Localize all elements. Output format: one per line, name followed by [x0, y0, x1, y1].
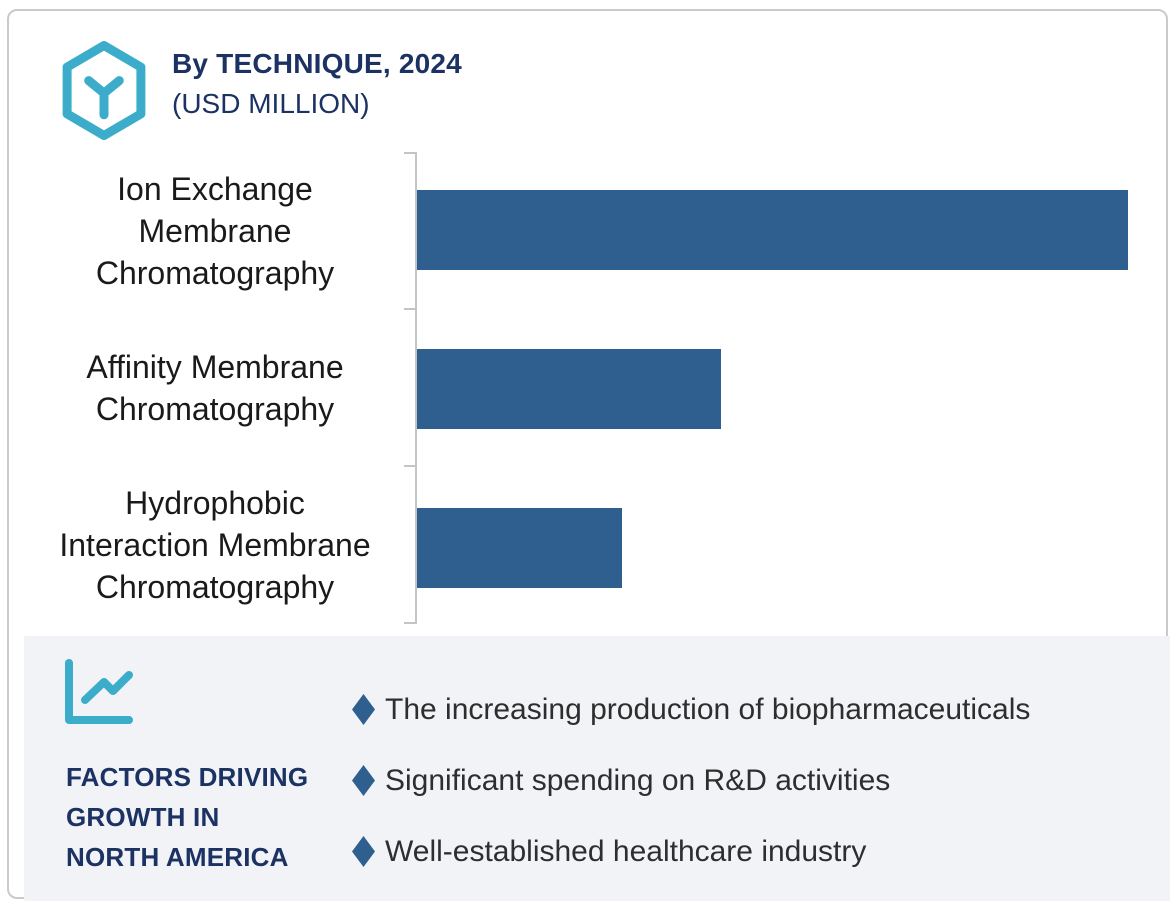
axis-tick	[404, 308, 416, 310]
category-label-line: Affinity Membrane	[86, 348, 344, 385]
category-axis-labels: Ion Exchange Membrane Chromatography Aff…	[29, 152, 401, 624]
category-axis-line	[415, 152, 417, 624]
factors-panel: FACTORS DRIVING GROWTH IN NORTH AMERICA …	[24, 636, 1170, 901]
axis-tick	[404, 465, 416, 467]
factor-item: Well-established healthcare industry	[352, 829, 1030, 874]
factor-list: The increasing production of biopharmace…	[352, 687, 1030, 874]
factor-text: Well-established healthcare industry	[385, 834, 867, 868]
category-label: Ion Exchange Membrane Chromatography	[29, 152, 401, 309]
bar-ion-exchange	[417, 190, 1128, 270]
factor-text: Significant spending on R&D activities	[385, 763, 891, 797]
category-label-line: Chromatography	[95, 569, 335, 605]
factor-item: Significant spending on R&D activities	[352, 758, 1030, 803]
factors-heading-line: GROWTH IN	[66, 802, 220, 832]
factor-text: The increasing production of biopharmace…	[385, 692, 1031, 726]
category-label-line: Membrane	[138, 212, 292, 249]
chart-header: By TECHNIQUE, 2024 (USD MILLION)	[172, 47, 462, 121]
bar-affinity	[417, 349, 722, 429]
chart-card: By TECHNIQUE, 2024 (USD MILLION) Ion Exc…	[7, 9, 1170, 901]
factor-item: The increasing production of biopharmace…	[352, 687, 1030, 732]
factors-heading-line: NORTH AMERICA	[66, 842, 289, 872]
chart-title: By TECHNIQUE, 2024	[172, 48, 462, 79]
hexagon-cube-icon	[62, 41, 146, 140]
diamond-bullet-icon	[352, 836, 375, 867]
diamond-bullet-icon	[352, 694, 375, 725]
category-label-line: Hydrophobic	[125, 485, 305, 521]
factors-heading-line: FACTORS DRIVING	[66, 762, 309, 792]
category-label-line: Chromatography	[95, 390, 335, 427]
category-label: Hydrophobic Interaction Membrane Chromat…	[29, 466, 401, 624]
chart-subtitle: (USD MILLION)	[172, 88, 370, 119]
line-chart-icon	[65, 659, 133, 724]
category-label: Affinity Membrane Chromatography	[29, 309, 401, 466]
category-label-line: Interaction Membrane	[59, 527, 371, 563]
category-label-line: Ion Exchange	[117, 170, 313, 207]
bar-hydrophobic	[417, 508, 622, 588]
axis-tick	[404, 622, 416, 624]
factors-heading: FACTORS DRIVING GROWTH IN NORTH AMERICA	[66, 757, 356, 877]
category-label-line: Chromatography	[95, 254, 335, 291]
axis-tick	[404, 152, 416, 154]
bar-plot-area	[417, 152, 1128, 624]
diamond-bullet-icon	[352, 765, 375, 796]
